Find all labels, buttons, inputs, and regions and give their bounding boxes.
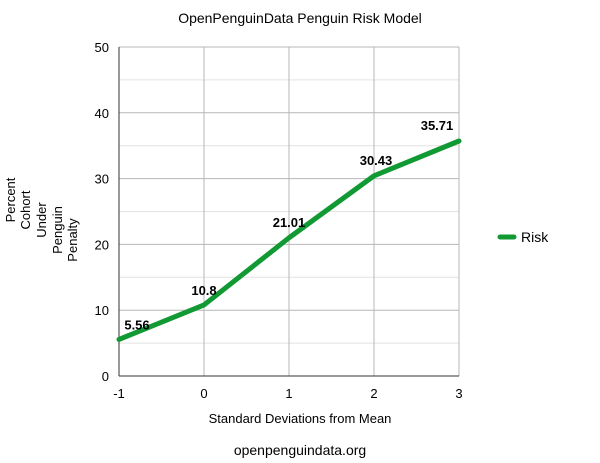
chart-title: OpenPenguinData Penguin Risk Model (178, 10, 422, 26)
data-label: 5.56 (124, 317, 149, 332)
y-tick-label: 30 (95, 172, 109, 187)
y-axis-label: Percent Cohort Under Penguin Penalty (3, 177, 80, 261)
y-tick-labels: 0 10 20 30 40 50 (95, 40, 109, 384)
legend: Risk (497, 229, 549, 245)
y-tick-label: 50 (95, 40, 109, 55)
series-layer (116, 138, 462, 342)
x-tick-label: 1 (285, 386, 292, 401)
data-label: 30.43 (360, 153, 393, 168)
x-tick-label: 3 (455, 386, 462, 401)
legend-label: Risk (521, 229, 549, 245)
y-tick-label: 20 (95, 237, 109, 252)
y-axis-label-line: Penguin (50, 206, 65, 254)
y-tick-label: 40 (95, 106, 109, 121)
y-tick-label: 0 (102, 369, 109, 384)
x-tick-label: 0 (200, 386, 207, 401)
x-axis-label: Standard Deviations from Mean (209, 411, 392, 426)
y-axis-label-line: Percent (3, 177, 18, 222)
data-label: 10.8 (191, 283, 216, 298)
axes (118, 47, 459, 377)
y-axis-label-line: Cohort (18, 190, 33, 229)
y-tick-label: 10 (95, 303, 109, 318)
y-axis-label-line: Under (34, 202, 49, 238)
data-label: 35.71 (421, 118, 454, 133)
data-label: 21.01 (273, 215, 306, 230)
x-tick-labels: -1 0 1 2 3 (113, 386, 462, 401)
x-tick-label: 2 (370, 386, 377, 401)
footer-url: openpenguindata.org (234, 442, 366, 458)
grid (119, 46, 460, 376)
data-labels: 5.56 10.8 21.01 30.43 35.71 (124, 118, 453, 332)
x-tick-label: -1 (113, 386, 125, 401)
y-axis-label-line: Penalty (65, 218, 80, 262)
